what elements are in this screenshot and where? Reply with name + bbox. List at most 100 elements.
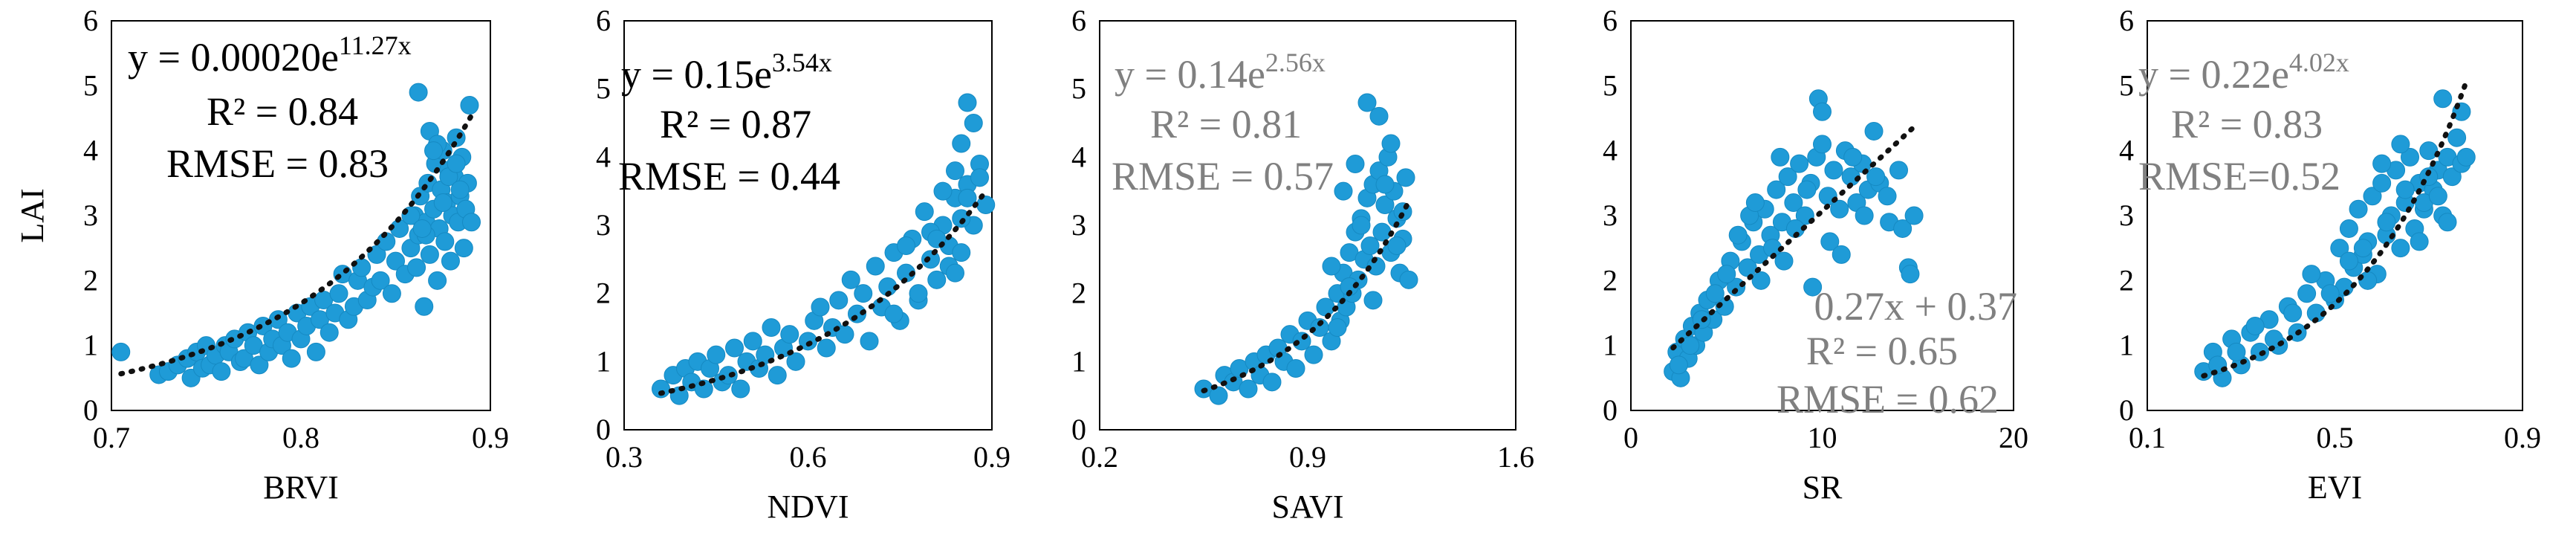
scatter-point: [1396, 168, 1415, 187]
scatter-point: [909, 284, 928, 303]
r-squared-label: R² = 0.84: [207, 89, 358, 134]
y-tick-label: 1: [1071, 344, 1086, 378]
fit-equation: y = 0.22e4.02x: [2138, 48, 2349, 97]
scatter-point: [441, 251, 460, 271]
scatter-point: [1843, 147, 1863, 167]
x-axis-label: BRVI: [263, 469, 339, 506]
y-tick-label: 2: [2119, 263, 2134, 297]
scatter-point: [1813, 102, 1832, 121]
scatter-point: [866, 257, 885, 276]
y-tick-label: 6: [83, 4, 98, 37]
scatter-point: [707, 345, 726, 364]
y-tick-label: 0: [2119, 393, 2134, 427]
fit-equation-base: y = 0.15e: [621, 52, 772, 97]
scatter-point: [946, 263, 964, 283]
scatter-point: [2438, 213, 2457, 232]
scatter-point: [1774, 251, 1794, 271]
scatter-point: [1239, 379, 1258, 399]
y-tick-label: 5: [1603, 68, 1618, 102]
scatter-point: [725, 338, 744, 358]
y-tick-label: 4: [1071, 140, 1086, 173]
chart-panel-evi: 0 1 2 3 4 5 6 0.1 0.5 0.9 EVI y = 0.22e4.02x R² = 0.…: [2119, 4, 2541, 506]
scatter-point: [1878, 187, 1897, 206]
y-tick-label: 3: [1603, 199, 1618, 232]
scatter-points: [652, 93, 996, 405]
scatter-point: [762, 318, 781, 337]
scatter-point: [1399, 270, 1418, 289]
scatter-point: [946, 161, 964, 181]
y-tick-label: 4: [83, 134, 98, 167]
chart-panel-savi: 0 1 2 3 4 5 6 0.2 0.9 1.6 SAVI y = 0.14e2.56x R² = 0…: [1071, 4, 1534, 525]
rmse-label: RMSE = 0.83: [166, 141, 389, 186]
y-tick-label: 3: [83, 199, 98, 232]
scatter-point: [1681, 336, 1700, 355]
fit-equation-exponent: 4.02x: [2289, 48, 2349, 77]
scatter-point: [2372, 173, 2392, 193]
scatter-point: [282, 349, 301, 368]
fit-equation-exponent: 2.56x: [1265, 48, 1326, 77]
x-tick-label: 0.7: [93, 421, 130, 454]
x-tick-labels: 0.1 0.5 0.9: [2129, 421, 2541, 454]
scatter-point: [462, 213, 481, 232]
fit-equation: y = 0.15e3.54x: [621, 48, 832, 97]
fit-equation-base: 0.27x + 0.37: [1814, 284, 2017, 329]
scatter-point: [927, 270, 947, 289]
scatter-point: [952, 243, 971, 262]
scatter-point: [1803, 277, 1823, 297]
scatter-point: [1830, 199, 1849, 219]
scatter-point: [2320, 284, 2340, 303]
scatter-point: [382, 284, 401, 303]
rmse-label: RMSE = 0.44: [618, 154, 840, 199]
scatter-point: [1334, 181, 1353, 201]
scatter-point: [460, 96, 479, 115]
x-tick-labels: 0.3 0.6 0.9: [606, 440, 1010, 474]
fit-equation: y = 0.00020e11.27x: [128, 30, 412, 80]
scatter-point: [450, 180, 470, 199]
scatter-point: [212, 362, 231, 381]
scatter-point: [2245, 316, 2265, 335]
scatter-point: [2391, 239, 2410, 258]
y-tick-label: 3: [2119, 199, 2134, 232]
scatter-point: [2363, 187, 2382, 206]
scatter-point: [1717, 265, 1736, 284]
scatter-point: [1372, 222, 1392, 242]
y-axis-label: LAI: [14, 188, 51, 242]
x-tick-labels: 0.7 0.8 0.9: [93, 421, 509, 454]
scatter-point: [1328, 318, 1347, 337]
trendline: [118, 112, 474, 377]
y-tick-label: 4: [1603, 134, 1618, 167]
scatter-point: [1832, 245, 1851, 264]
fit-equation-base: y = 0.00020e: [128, 35, 339, 80]
x-axis-label: NDVI: [768, 489, 849, 525]
y-tick-label: 0: [1071, 413, 1086, 446]
scatter-point: [915, 202, 934, 222]
x-tick-label: 20: [1999, 421, 2028, 454]
r-squared-label: R² = 0.83: [2171, 102, 2323, 146]
scatter-point: [1797, 180, 1817, 199]
scatter-point: [1369, 106, 1389, 126]
x-tick-label: 0.9: [973, 440, 1010, 474]
scatter-point: [933, 181, 953, 201]
scatter-point: [2456, 147, 2476, 167]
scatter-point: [2330, 239, 2349, 258]
trendline: [658, 188, 989, 396]
x-tick-label: 0.1: [2129, 421, 2166, 454]
x-axis-label: SR: [1803, 469, 1843, 506]
scatter-point: [786, 352, 805, 371]
scatter-point: [1209, 386, 1228, 405]
fit-equation-exponent: 11.27x: [339, 30, 412, 60]
r-squared-label: R² = 0.81: [1150, 102, 1302, 146]
y-tick-label: 2: [1603, 263, 1618, 297]
scatter-point: [1864, 121, 1884, 141]
scatter-point: [447, 154, 466, 173]
scatter-point: [2428, 187, 2447, 206]
y-tick-label: 5: [1071, 72, 1086, 106]
scatter-point: [2227, 342, 2246, 361]
y-tick-label: 2: [596, 277, 611, 310]
scatter-point: [1771, 147, 1790, 167]
y-tick-label: 0: [1603, 393, 1618, 427]
plot-frame: [1099, 20, 1516, 431]
fit-equation-base: y = 0.14e: [1115, 52, 1265, 97]
y-tick-labels: 0 1 2 3 4 5 6: [1603, 4, 1618, 427]
